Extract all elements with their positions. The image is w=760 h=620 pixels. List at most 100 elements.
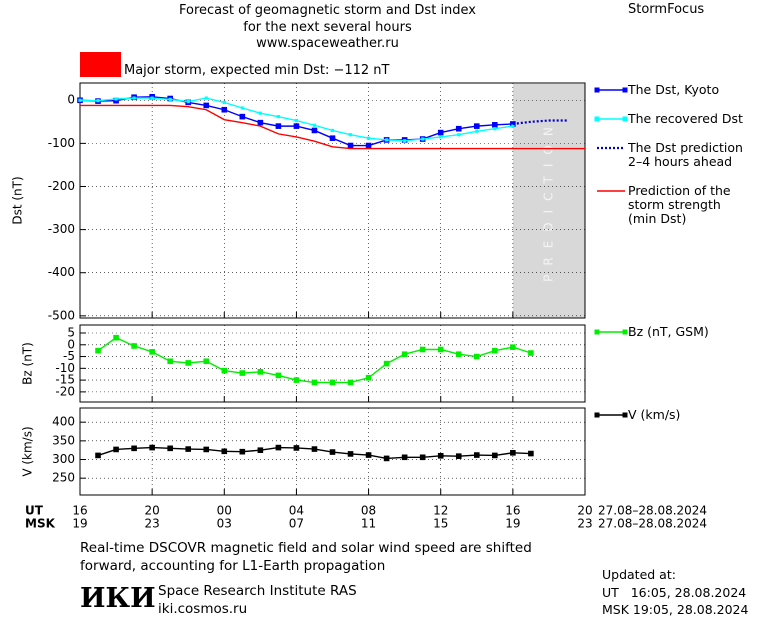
x2-tick-label: 23 [577,517,592,531]
data-point [347,451,354,457]
x-tick-label: 20 [577,504,592,518]
data-point [528,450,534,457]
data-point [439,135,443,139]
x-axis-label: UT [25,504,44,518]
legend-marker [622,87,628,93]
legend-marker [622,116,628,122]
legend-marker [594,329,600,335]
data-point [203,358,210,365]
data-point [222,100,226,105]
data-point [492,452,498,459]
y-tick-label: 400 [52,415,75,429]
data-point [221,367,228,374]
data-point [383,455,390,462]
data-point [347,379,354,386]
data-point [347,142,354,149]
x-dates: 27.08–28.08.2024 [598,504,707,518]
data-point [185,446,192,452]
data-point [203,446,210,453]
data-point [510,344,516,350]
x2-axis-label: MSK [25,517,56,531]
data-point [475,129,479,133]
y-tick-label: 300 [52,452,75,466]
brand: StormFocus [628,2,705,17]
updated-msk: MSK 19:05, 28.08.2024 [602,602,749,617]
data-point [204,96,208,100]
data-point [95,347,101,354]
y-tick-label: 0 [67,337,75,351]
data-point [401,454,408,461]
y-tick-label: 5 [67,326,75,340]
data-point [275,372,282,379]
y-tick-label: -10 [55,361,75,375]
data-point [311,127,318,134]
data-point [366,136,371,140]
x2-tick-label: 15 [433,517,448,531]
series-line [97,336,532,384]
data-point [473,123,480,129]
data-point [257,119,264,126]
data-point [239,113,246,120]
legend-label: V (km/s) [628,407,681,422]
data-point [240,106,244,110]
x2-tick-label: 19 [505,517,520,531]
x-tick-label: 16 [72,504,87,518]
y-tick-label: -400 [48,265,75,279]
data-point [113,334,119,341]
data-point [221,106,228,113]
legend-marker [594,87,600,93]
x-tick-label: 08 [361,504,376,518]
x2-dates: 27.08–28.08.2024 [598,517,707,531]
footer-note: Real-time DSCOVR magnetic field and sola… [80,540,532,574]
prediction-label: PREDICTION [542,118,556,282]
data-point [275,444,282,451]
data-point [312,123,317,127]
data-point [168,97,172,101]
data-point [348,133,353,137]
plot-frame [79,82,586,319]
data-point [96,99,100,103]
alert-swatch [80,52,121,77]
data-point [473,353,480,360]
y-tick-label: -100 [48,136,75,150]
legend-marker [622,329,628,335]
x-tick-label: 04 [289,504,304,518]
x-tick-label: 20 [145,504,160,518]
data-point [403,139,407,143]
data-point [113,97,119,104]
data-point [329,135,336,141]
data-point [385,138,389,142]
legend-marker [622,412,628,418]
data-point [113,446,119,453]
x2-tick-label: 23 [145,517,160,531]
data-point [311,379,318,386]
data-point [492,347,498,354]
updated-ut: UT 16:05, 28.08.2024 [602,585,747,600]
y-tick-label: 350 [52,433,75,447]
legend-label: The Dst prediction 2–4 hours ahead [628,140,743,169]
data-point [167,445,173,452]
data-point [132,96,136,100]
data-point [419,346,426,353]
data-point [186,99,190,104]
data-point [455,351,462,357]
data-point [149,349,155,355]
data-point [257,447,264,453]
x2-tick-label: 07 [289,517,304,531]
institute: Space Research Institute RAS [158,583,357,599]
data-point [78,98,82,102]
data-point [457,133,461,137]
data-point [492,122,498,128]
data-point [365,452,372,458]
plot-frame [79,407,586,496]
data-point [383,360,390,367]
data-point [510,450,516,456]
data-point [329,449,336,455]
data-point [437,452,444,459]
data-point [150,96,154,100]
data-point [239,448,246,455]
data-point [276,115,280,119]
data-point [95,452,101,459]
data-point [167,358,173,365]
